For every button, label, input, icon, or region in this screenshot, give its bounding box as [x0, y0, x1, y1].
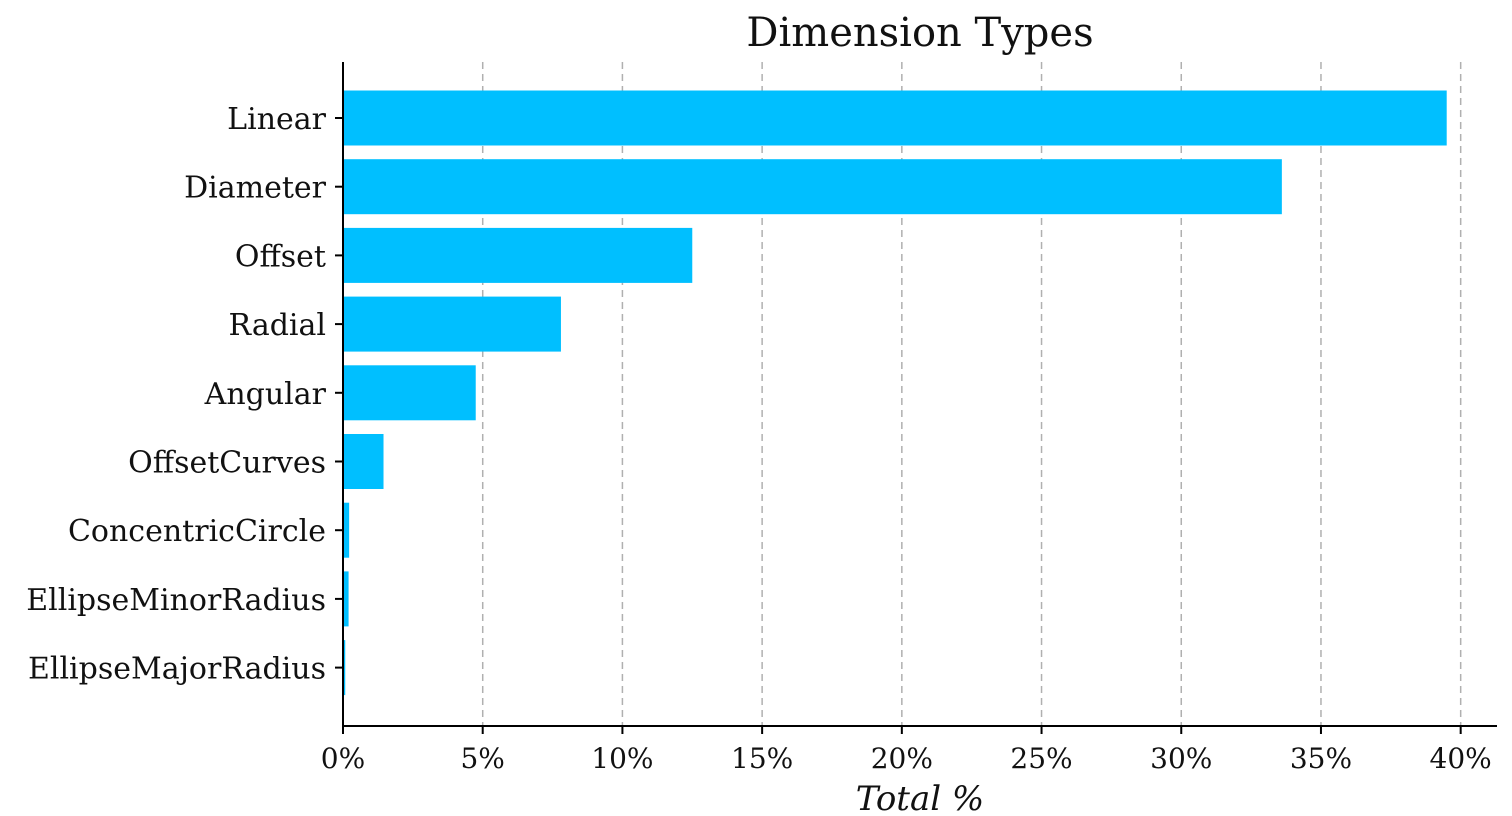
category-label-concentriccircle: ConcentricCircle — [68, 514, 326, 549]
category-label-ellipseminorradius: EllipseMinorRadius — [26, 583, 326, 618]
bar-offset — [343, 227, 693, 283]
category-label-offset: Offset — [235, 239, 326, 274]
bar-concentriccircle — [343, 502, 350, 558]
bar-offsetcurves — [343, 434, 384, 489]
x-tick-label-0: 0% — [321, 742, 365, 775]
bar-diameter — [343, 159, 1282, 215]
x-tick-label-1: 5% — [460, 742, 504, 775]
category-labels: Linear Diameter Offset Radial Angular OffsetC… — [26, 102, 343, 687]
bar-angular — [343, 365, 476, 421]
bars — [343, 90, 1447, 696]
bar-ellipsemajorradius — [343, 640, 346, 696]
x-tick-label-7: 35% — [1290, 742, 1352, 775]
x-tick-label-4: 20% — [871, 742, 933, 775]
bar-linear — [343, 90, 1447, 146]
category-label-linear: Linear — [227, 102, 326, 137]
category-label-radial: Radial — [229, 308, 326, 343]
bar-ellipseminorradius — [343, 571, 349, 627]
category-label-ellipsemajorradius: EllipseMajorRadius — [28, 652, 326, 687]
x-axis-title: Total % — [856, 779, 984, 816]
x-tick-label-6: 30% — [1150, 742, 1212, 775]
category-label-angular: Angular — [204, 377, 327, 412]
x-tick-label-5: 25% — [1010, 742, 1072, 775]
x-axis-ticks: 0% 5% 10% 15% 20% 25% 30% 35% 40% — [321, 726, 1492, 775]
x-tick-label-3: 15% — [731, 742, 793, 775]
x-tick-label-2: 10% — [591, 742, 653, 775]
category-label-diameter: Diameter — [184, 171, 327, 206]
bar-radial — [343, 296, 561, 352]
chart-title: Dimension Types — [746, 10, 1093, 56]
x-tick-label-8: 40% — [1430, 742, 1492, 775]
category-label-offsetcurves: OffsetCurves — [128, 446, 326, 481]
